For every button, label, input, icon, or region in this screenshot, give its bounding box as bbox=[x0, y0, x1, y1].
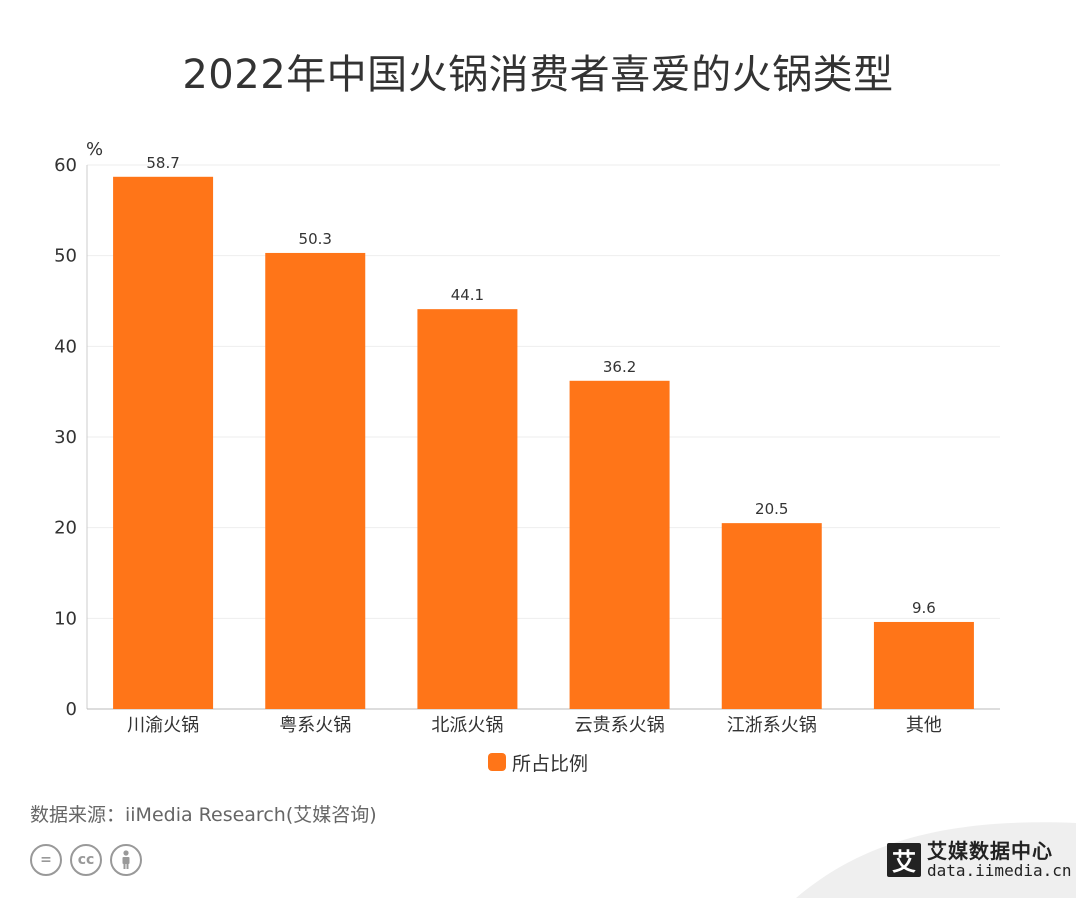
legend: 所占比例 bbox=[488, 750, 589, 775]
legend-swatch bbox=[488, 753, 506, 771]
equals-icon: = bbox=[30, 844, 62, 876]
y-tick-label: 50 bbox=[54, 246, 77, 267]
source-note: 数据来源：iiMedia Research(艾媒咨询) bbox=[30, 804, 377, 826]
bar bbox=[417, 309, 518, 709]
brand-name: 艾媒数据中心 bbox=[927, 839, 1053, 863]
bar bbox=[721, 523, 822, 709]
x-tick-label: 云贵系火锅 bbox=[575, 715, 665, 736]
footer-decoration bbox=[796, 822, 1076, 898]
y-tick-label: 40 bbox=[54, 336, 77, 357]
data-label: 20.5 bbox=[755, 500, 788, 518]
y-tick-label: 20 bbox=[54, 518, 77, 539]
cc-icon: cc bbox=[70, 844, 102, 876]
license-icons: = cc bbox=[30, 844, 142, 876]
x-tick-label: 粤系火锅 bbox=[279, 715, 351, 736]
data-label: 58.7 bbox=[146, 154, 179, 172]
bar bbox=[873, 621, 974, 709]
bars bbox=[113, 176, 974, 710]
brand: 艾 艾媒数据中心 data.iimedia.cn bbox=[887, 840, 1072, 880]
data-label: 36.2 bbox=[603, 358, 636, 376]
x-tick-label: 其他 bbox=[906, 715, 942, 736]
bar bbox=[569, 380, 670, 709]
chart-title: 2022年中国火锅消费者喜爱的火锅类型 bbox=[182, 52, 894, 98]
x-tick-label: 川渝火锅 bbox=[127, 715, 199, 736]
y-tick-label: 60 bbox=[54, 155, 77, 176]
data-label: 9.6 bbox=[912, 599, 936, 617]
data-label: 44.1 bbox=[451, 286, 484, 304]
bar bbox=[265, 252, 366, 710]
data-labels: 58.7 50.3 44.1 36.2 20.5 9.6 bbox=[146, 154, 935, 617]
y-tick-label: 10 bbox=[54, 608, 77, 629]
data-label: 50.3 bbox=[299, 230, 332, 248]
y-tick-label: 0 bbox=[66, 699, 77, 720]
axes: 0 10 20 30 40 50 60% 川渝火锅 粤系火锅 北派火锅 云贵系火锅 江浙系火锅 其他 bbox=[54, 139, 1000, 736]
y-tick-label: 30 bbox=[54, 427, 77, 448]
y-axis-unit: % bbox=[86, 139, 103, 160]
legend-label: 所占比例 bbox=[512, 752, 589, 775]
person-icon bbox=[110, 844, 142, 876]
grid-lines bbox=[87, 164, 1000, 619]
brand-logo: 艾 bbox=[887, 842, 921, 877]
brand-url: data.iimedia.cn bbox=[927, 861, 1072, 880]
x-tick-label: 北派火锅 bbox=[431, 715, 503, 736]
bar bbox=[113, 176, 214, 709]
x-tick-label: 江浙系火锅 bbox=[727, 715, 817, 736]
